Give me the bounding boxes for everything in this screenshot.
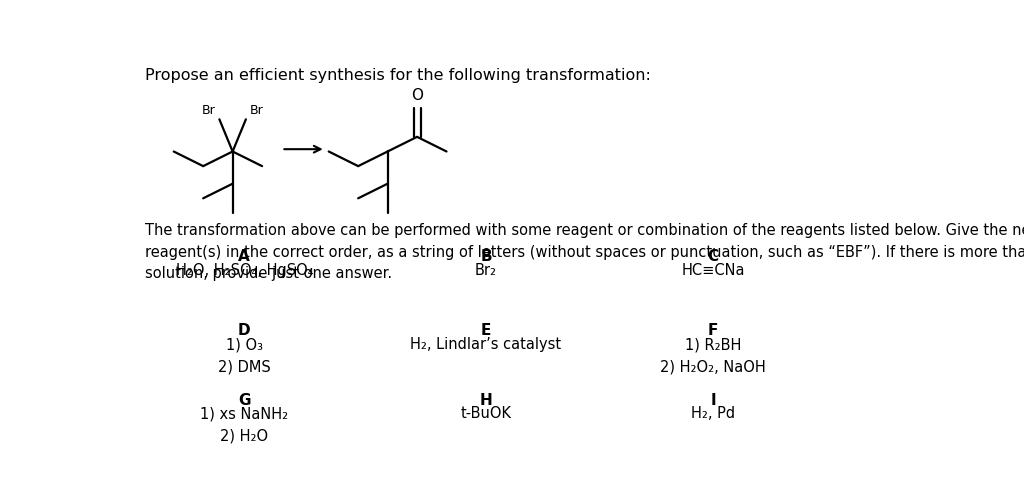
Text: B: B [480, 249, 492, 264]
Text: I: I [711, 393, 716, 407]
Text: The transformation above can be performed with some reagent or combination of th: The transformation above can be performe… [145, 223, 1024, 281]
Text: 1) O₃
2) DMS: 1) O₃ 2) DMS [218, 337, 270, 374]
Text: H: H [479, 393, 493, 407]
Text: E: E [481, 323, 492, 338]
Text: G: G [238, 393, 251, 407]
Text: A: A [239, 249, 250, 264]
Text: D: D [238, 323, 251, 338]
Text: Br: Br [202, 104, 215, 117]
Text: 1) xs NaNH₂
2) H₂O: 1) xs NaNH₂ 2) H₂O [200, 406, 289, 444]
Text: 1) R₂BH
2) H₂O₂, NaOH: 1) R₂BH 2) H₂O₂, NaOH [660, 337, 766, 374]
Text: C: C [708, 249, 719, 264]
Text: Propose an efficient synthesis for the following transformation:: Propose an efficient synthesis for the f… [145, 69, 651, 83]
Text: H₂O, H₂SO₄, HgSO₄: H₂O, H₂SO₄, HgSO₄ [175, 263, 313, 278]
Text: HC≡CNa: HC≡CNa [681, 263, 744, 278]
Text: Br: Br [250, 104, 263, 117]
Text: F: F [708, 323, 718, 338]
Text: Br₂: Br₂ [475, 263, 497, 278]
Text: O: O [411, 88, 423, 103]
Text: H₂, Pd: H₂, Pd [691, 406, 735, 421]
Text: t-BuOK: t-BuOK [461, 406, 512, 421]
Text: H₂, Lindlar’s catalyst: H₂, Lindlar’s catalyst [411, 337, 561, 352]
